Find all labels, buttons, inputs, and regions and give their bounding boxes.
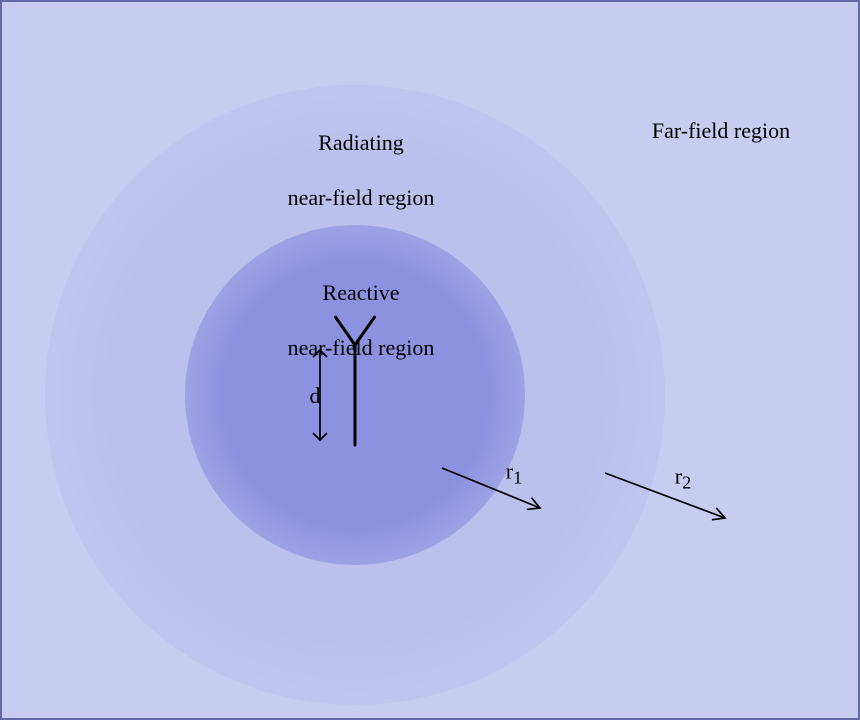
far-field-label-text: Far-field region [652,117,790,142]
r1-sub: 1 [513,467,522,487]
antenna-dimension-label: d [288,354,321,437]
radiating-region-label: Radiating near-field region [200,102,500,240]
r1-label: r1 [484,429,523,516]
r2-sub: 2 [682,472,691,492]
radiating-label-line1: Radiating [318,130,404,155]
reactive-label-line1: Reactive [323,280,400,305]
reactive-region-label: Reactive near-field region [200,252,500,390]
radiating-label-line2: near-field region [288,185,435,210]
r2-label: r2 [653,434,692,521]
far-field-region-label: Far-field region [630,89,790,172]
d-label-text: d [310,382,321,407]
diagram-canvas: Radiating near-field region Reactive nea… [0,0,860,720]
